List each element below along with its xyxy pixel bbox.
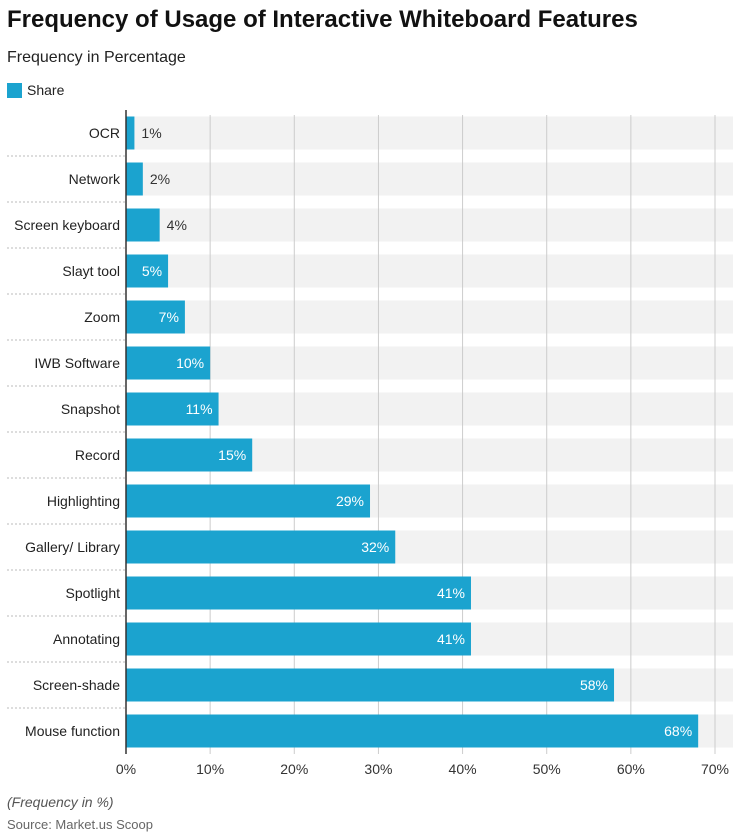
category-label: OCR — [89, 125, 120, 141]
data-label: 68% — [664, 723, 692, 739]
data-label: 32% — [361, 539, 389, 555]
category-label: Zoom — [84, 309, 120, 325]
bar — [126, 162, 143, 196]
chart-title: Frequency of Usage of Interactive Whiteb… — [7, 6, 638, 33]
chart-legend: Share — [7, 82, 64, 98]
row-background — [126, 254, 733, 288]
legend-swatch — [7, 82, 22, 98]
row-background — [126, 162, 733, 196]
bar — [126, 622, 471, 656]
category-label: Highlighting — [47, 493, 120, 509]
bar — [126, 392, 219, 426]
data-label: 58% — [580, 677, 608, 693]
bar — [126, 208, 160, 242]
row-background — [126, 116, 733, 150]
data-label: 7% — [159, 309, 179, 325]
category-label: IWB Software — [34, 355, 120, 371]
x-tick-label: 10% — [196, 761, 224, 777]
row-background — [126, 208, 733, 242]
data-label: 1% — [141, 125, 161, 141]
category-label: Screen keyboard — [14, 217, 120, 233]
category-label: Slayt tool — [62, 263, 120, 279]
chart-source: Source: Market.us Scoop — [7, 817, 153, 832]
row-background — [126, 300, 733, 334]
x-tick-label: 50% — [533, 761, 561, 777]
data-label: 4% — [167, 217, 187, 233]
bar — [126, 346, 211, 380]
x-tick-label: 70% — [701, 761, 729, 777]
bar — [126, 576, 471, 610]
x-tick-label: 20% — [280, 761, 308, 777]
x-tick-label: 40% — [449, 761, 477, 777]
data-label: 11% — [186, 401, 213, 417]
legend-label: Share — [27, 82, 65, 98]
x-tick-label: 0% — [116, 761, 136, 777]
bar-chart: OCR 1% Network 2% Screen keyboard 4% Slayt too… — [7, 110, 733, 777]
category-label: Screen-shade — [33, 677, 120, 693]
category-label: Annotating — [53, 631, 120, 647]
data-label: 2% — [150, 171, 170, 187]
bar — [126, 668, 615, 702]
bar — [126, 530, 396, 564]
chart-footnote: (Frequency in %) — [7, 794, 114, 810]
bar — [126, 438, 253, 472]
data-label: 15% — [218, 447, 246, 463]
data-label: 41% — [437, 585, 465, 601]
category-label: Gallery/ Library — [25, 539, 120, 555]
x-tick-label: 30% — [364, 761, 392, 777]
data-label: 29% — [336, 493, 364, 509]
row-background — [126, 392, 733, 426]
chart-subtitle: Frequency in Percentage — [7, 49, 186, 66]
data-label: 41% — [437, 631, 465, 647]
data-label: 10% — [176, 355, 204, 371]
category-label: Snapshot — [61, 401, 120, 417]
bar — [126, 116, 135, 150]
bar — [126, 254, 169, 288]
bar — [126, 300, 185, 334]
category-label: Record — [75, 447, 120, 463]
data-label: 5% — [142, 263, 162, 279]
bar — [126, 484, 371, 518]
category-label: Mouse function — [25, 723, 120, 739]
category-label: Spotlight — [66, 585, 121, 601]
row-background — [126, 346, 733, 380]
category-label: Network — [69, 171, 121, 187]
bar — [126, 714, 699, 748]
x-tick-label: 60% — [617, 761, 645, 777]
